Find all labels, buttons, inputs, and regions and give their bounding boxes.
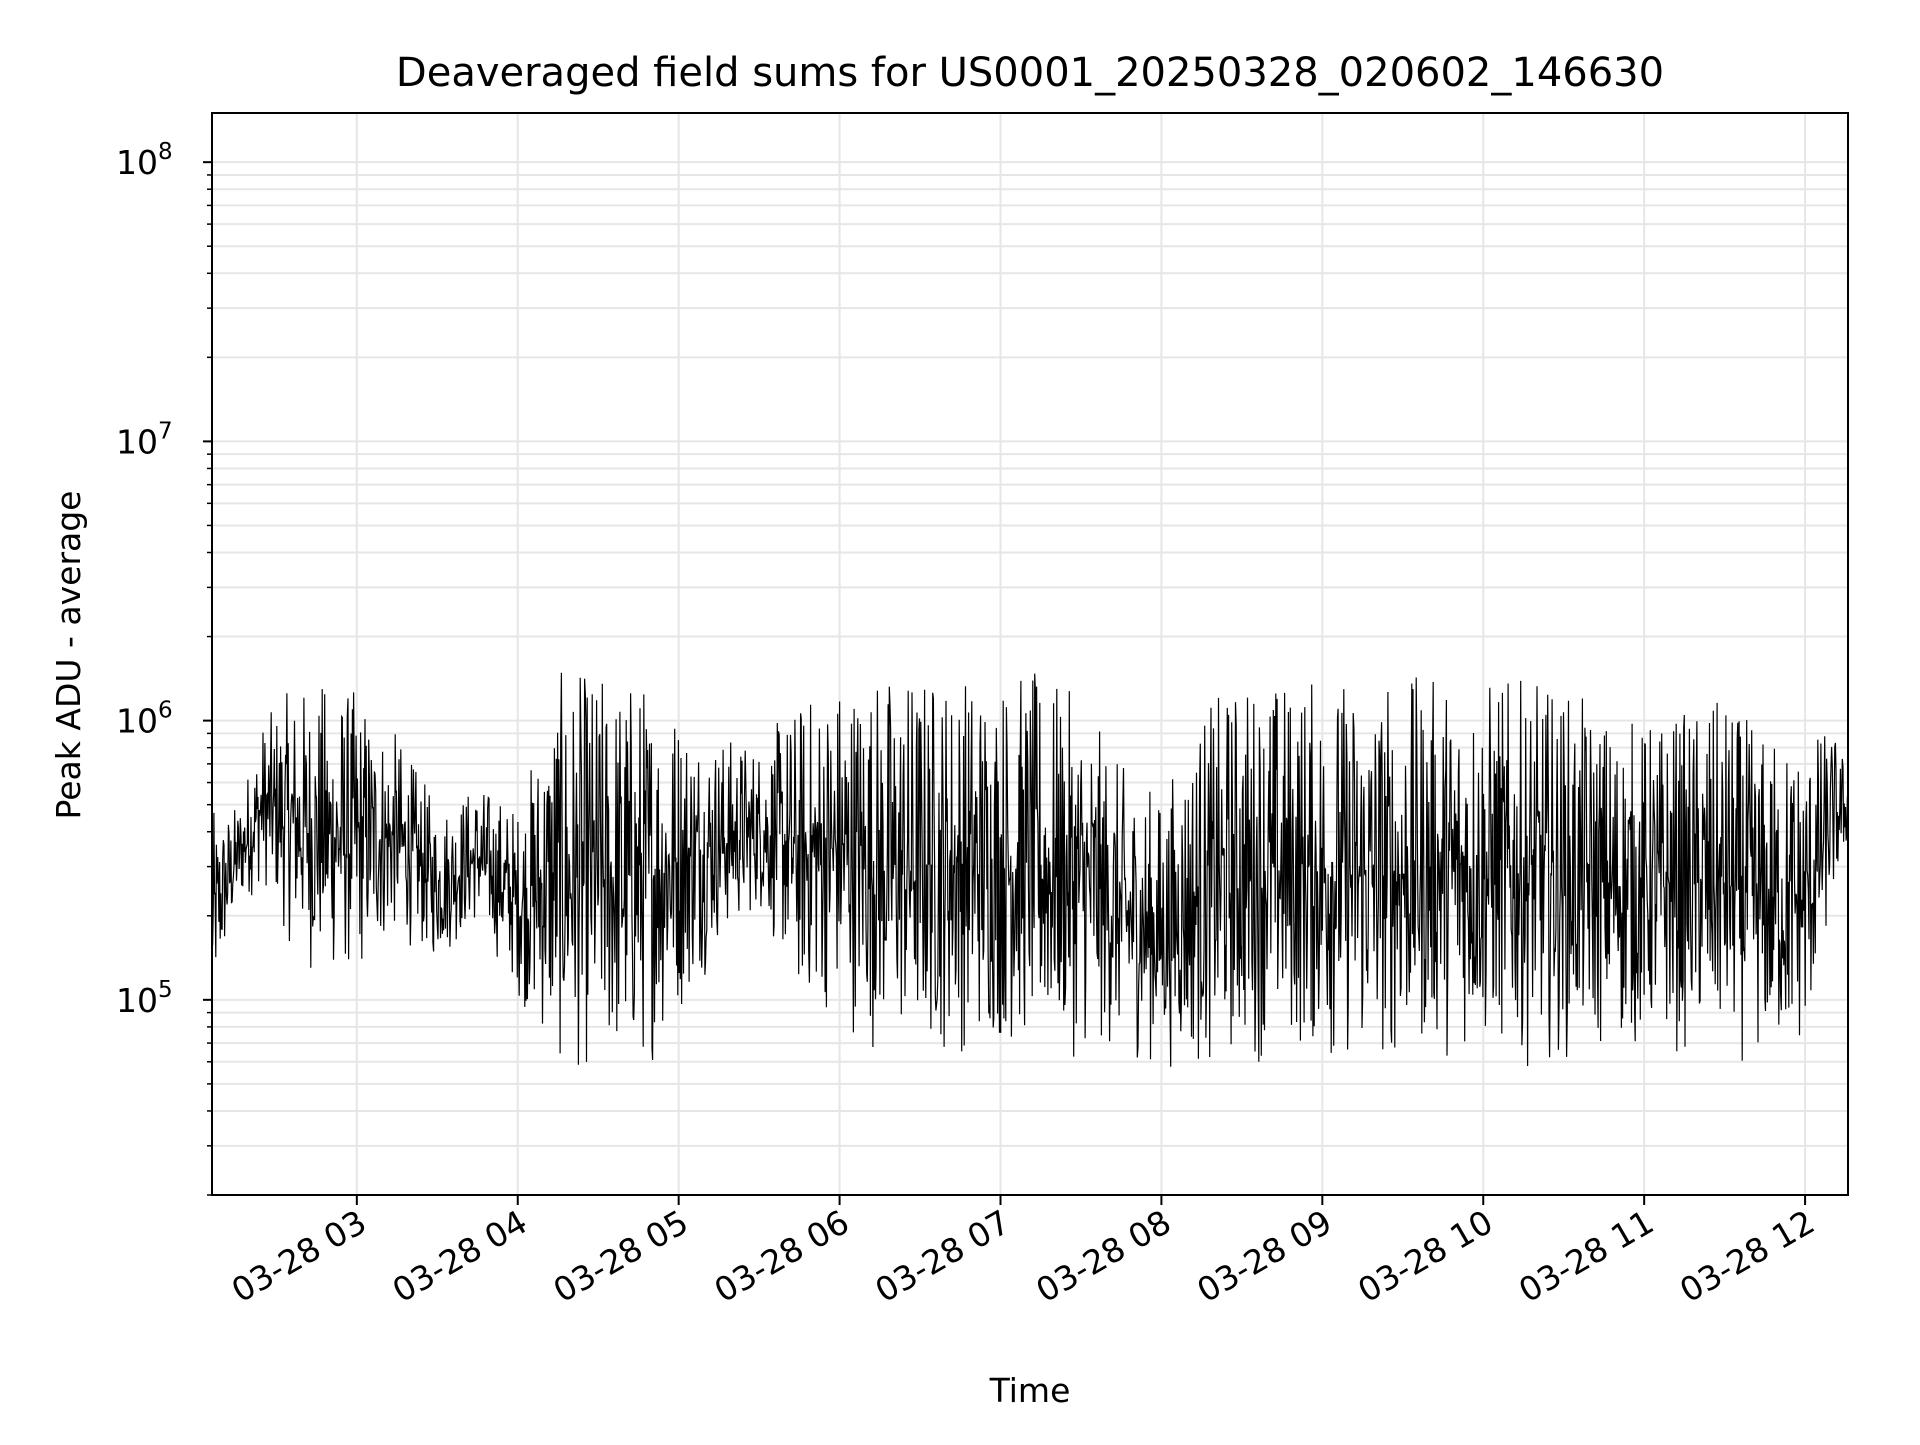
y-axis: 105 106 107 108	[116, 139, 212, 1196]
y-tick-label: 106	[116, 698, 173, 741]
chart-title: Deaveraged field sums for US0001_2025032…	[396, 50, 1664, 96]
data-series	[211, 672, 1849, 1067]
y-tick-label: 107	[116, 418, 173, 461]
plot-frame	[211, 112, 1849, 1196]
y-axis-label: Peak ADU - average	[49, 491, 88, 820]
y-tick-label: 105	[116, 977, 173, 1020]
data-line	[211, 672, 1849, 1067]
y-tick-label: 108	[116, 139, 173, 182]
x-axis-label: Time	[989, 1371, 1071, 1410]
